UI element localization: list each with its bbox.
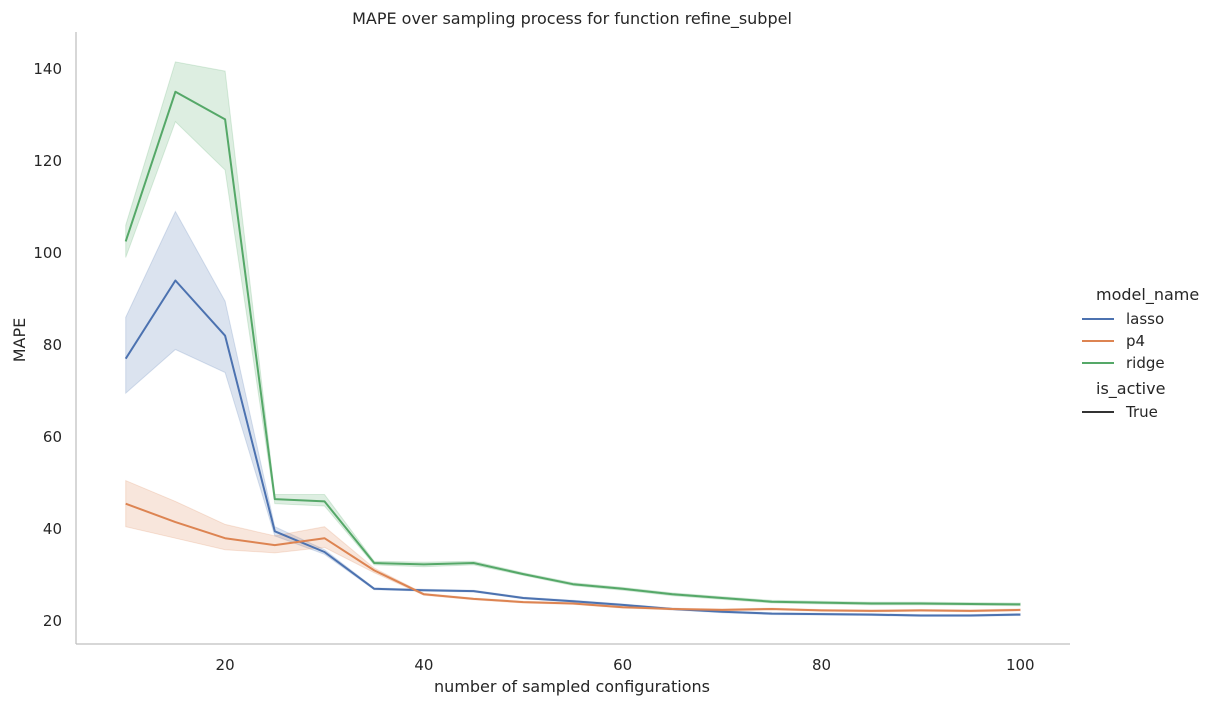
y-tick-labels: 20 40 60 80 100 120 140 (33, 60, 62, 630)
series-line-lasso (124, 279, 1021, 617)
legend-style-title: is_active (1096, 379, 1165, 399)
legend-label-lasso: lasso (1126, 310, 1164, 328)
x-axis-label: number of sampled configurations (434, 677, 710, 696)
y-tick-label: 100 (33, 244, 62, 262)
x-tick-labels: 20 40 60 80 100 (216, 656, 1035, 674)
legend: model_name lasso p4 ridge is_active True (1082, 285, 1199, 421)
x-tick-label: 20 (216, 656, 235, 674)
y-tick-label: 40 (43, 520, 62, 538)
band-ridge (125, 61, 1021, 607)
y-axis-label: MAPE (10, 318, 29, 363)
legend-label-ridge: ridge (1126, 354, 1165, 372)
x-tick-label: 80 (812, 656, 831, 674)
x-tick-label: 40 (414, 656, 433, 674)
legend-label-p4: p4 (1126, 332, 1145, 350)
y-tick-label: 20 (43, 612, 62, 630)
y-tick-label: 140 (33, 60, 62, 78)
chart-title: MAPE over sampling process for function … (352, 9, 792, 29)
x-tick-label: 100 (1006, 656, 1035, 674)
legend-hue-title: model_name (1096, 285, 1199, 305)
series-line-ridge (124, 90, 1021, 606)
series-line-p4 (125, 502, 1021, 612)
series-lines (124, 90, 1021, 617)
band-lasso (125, 210, 1021, 617)
y-tick-label: 120 (33, 152, 62, 170)
legend-label-style: True (1125, 403, 1158, 421)
y-tick-label: 60 (43, 428, 62, 446)
confidence-bands (125, 61, 1021, 617)
y-tick-label: 80 (43, 336, 62, 354)
x-tick-label: 60 (613, 656, 632, 674)
band-p4 (125, 479, 1021, 613)
